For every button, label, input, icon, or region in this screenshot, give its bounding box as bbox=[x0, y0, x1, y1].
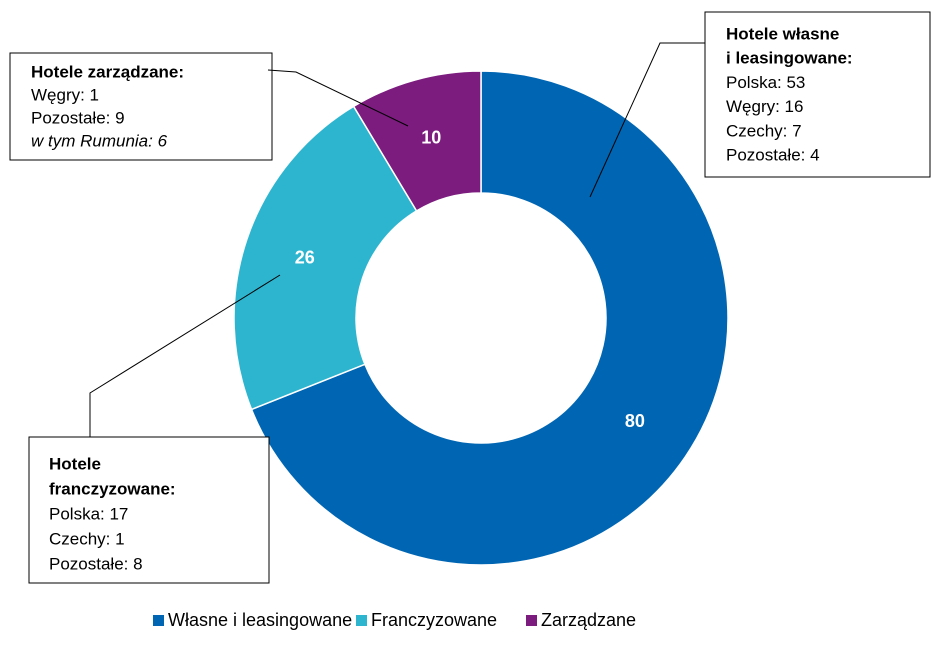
annotation-line: Polska: 53 bbox=[726, 73, 805, 92]
leader-line bbox=[89, 274, 281, 437]
annotation-line: Węgry: 16 bbox=[726, 97, 803, 116]
annotation-line: Pozostałe: 9 bbox=[31, 108, 125, 127]
legend-swatch bbox=[526, 615, 537, 626]
annotation-line: Polska: 17 bbox=[49, 504, 128, 523]
annotation-title: Hotele zarządzane: bbox=[31, 62, 184, 81]
leader-line bbox=[267, 69, 409, 127]
legend-swatch bbox=[356, 615, 367, 626]
annotation-title: i leasingowane: bbox=[726, 49, 853, 68]
annotation-line: Pozostałe: 8 bbox=[49, 554, 143, 573]
annotation-box bbox=[28, 436, 270, 584]
data-label: 10 bbox=[421, 128, 441, 148]
annotation-line: Węgry: 1 bbox=[31, 85, 99, 104]
annotation-title: franczyzowane: bbox=[49, 479, 176, 498]
annotation-line: w tym Rumunia: 6 bbox=[31, 131, 168, 150]
leader-line bbox=[589, 42, 705, 198]
donut-slice bbox=[233, 105, 418, 411]
legend-label: Zarządzane bbox=[541, 610, 636, 630]
annotation-line: Czechy: 1 bbox=[49, 529, 125, 548]
annotation-title: Hotele bbox=[49, 454, 101, 473]
legend-swatch bbox=[153, 615, 164, 626]
annotation-box bbox=[9, 52, 273, 161]
donut-slice bbox=[250, 70, 729, 566]
annotation-line: Czechy: 7 bbox=[726, 121, 802, 140]
legend-label: Własne i leasingowane bbox=[168, 610, 352, 630]
data-label: 80 bbox=[625, 411, 645, 431]
annotation-title: Hotele własne bbox=[726, 24, 839, 43]
data-label: 26 bbox=[295, 247, 315, 267]
donut-slice bbox=[352, 70, 482, 212]
annotation-box bbox=[704, 11, 931, 178]
donut: 80 26 10 bbox=[233, 70, 729, 566]
annotation-line: Pozostałe: 4 bbox=[726, 145, 820, 164]
legend-label: Franczyzowane bbox=[371, 610, 497, 630]
